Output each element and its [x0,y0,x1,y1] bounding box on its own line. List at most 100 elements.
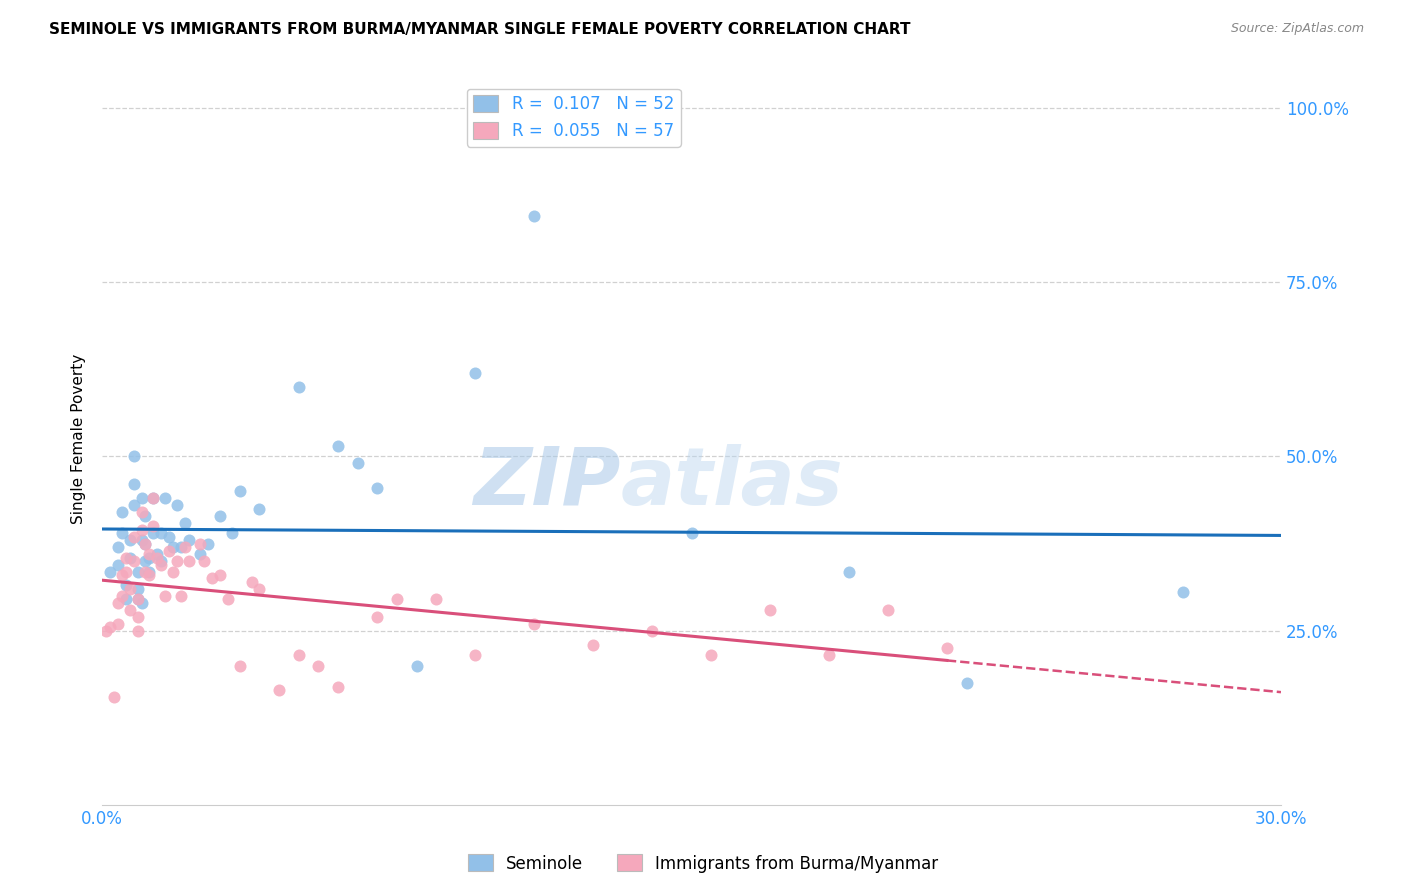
Point [523,616,546,631]
Point [166,554,188,568]
Point [142,526,165,541]
Point [111,526,134,541]
Point [153,589,176,603]
Point [111,589,134,603]
Point [366,481,388,495]
Point [142,519,165,533]
Point [98,565,121,579]
Point [307,658,329,673]
Point [114,592,136,607]
Point [247,582,270,596]
Point [134,536,156,550]
Point [838,565,860,579]
Point [177,533,200,548]
Point [464,366,486,380]
Point [385,592,408,607]
Point [134,508,156,523]
Point [425,592,447,607]
Point [107,540,129,554]
Point [287,380,309,394]
Point [114,550,136,565]
Point [190,547,212,561]
Point [157,543,180,558]
Point [157,530,180,544]
Point [138,547,160,561]
Point [122,450,145,464]
Point [150,554,173,568]
Point [142,491,165,506]
Point [247,501,270,516]
Legend: R =  0.107   N = 52, R =  0.055   N = 57: R = 0.107 N = 52, R = 0.055 N = 57 [467,88,681,146]
Point [287,648,309,662]
Point [111,568,134,582]
Point [221,526,243,541]
Point [134,565,156,579]
Point [146,547,169,561]
Point [173,516,195,530]
Text: Source: ZipAtlas.com: Source: ZipAtlas.com [1230,22,1364,36]
Text: ZIP: ZIP [474,444,621,522]
Point [138,565,160,579]
Point [170,589,193,603]
Point [127,592,149,607]
Point [681,526,703,541]
Point [138,568,160,582]
Point [162,565,184,579]
Point [118,603,141,617]
Point [111,505,134,519]
Text: atlas: atlas [621,444,844,522]
Point [131,505,153,519]
Point [190,536,212,550]
Text: SEMINOLE VS IMMIGRANTS FROM BURMA/MYANMAR SINGLE FEMALE POVERTY CORRELATION CHAR: SEMINOLE VS IMMIGRANTS FROM BURMA/MYANMA… [49,22,911,37]
Point [131,596,153,610]
Point [127,592,149,607]
Point [209,568,232,582]
Point [150,526,173,541]
Point [122,498,145,512]
Y-axis label: Single Female Poverty: Single Female Poverty [72,354,86,524]
Point [146,550,169,565]
Point [956,676,979,690]
Point [153,491,176,506]
Point [366,610,388,624]
Point [170,540,193,554]
Point [197,536,219,550]
Point [326,439,349,453]
Point [138,550,160,565]
Point [229,484,252,499]
Point [405,658,427,673]
Point [346,457,368,471]
Point [582,638,605,652]
Legend: Seminole, Immigrants from Burma/Myanmar: Seminole, Immigrants from Burma/Myanmar [461,847,945,880]
Point [162,540,184,554]
Point [127,624,149,638]
Point [122,554,145,568]
Point [127,582,149,596]
Point [134,536,156,550]
Point [229,658,252,673]
Point [127,610,149,624]
Point [209,508,232,523]
Point [114,565,136,579]
Point [177,554,200,568]
Point [1171,585,1194,599]
Point [700,648,723,662]
Point [131,533,153,548]
Point [131,491,153,506]
Point [118,582,141,596]
Point [759,603,782,617]
Point [127,565,149,579]
Point [217,592,239,607]
Point [134,554,156,568]
Point [122,477,145,491]
Point [173,540,195,554]
Point [107,596,129,610]
Point [201,572,224,586]
Point [142,491,165,506]
Point [122,530,145,544]
Point [166,498,188,512]
Point [131,523,153,537]
Point [193,554,215,568]
Point [118,550,141,565]
Point [464,648,486,662]
